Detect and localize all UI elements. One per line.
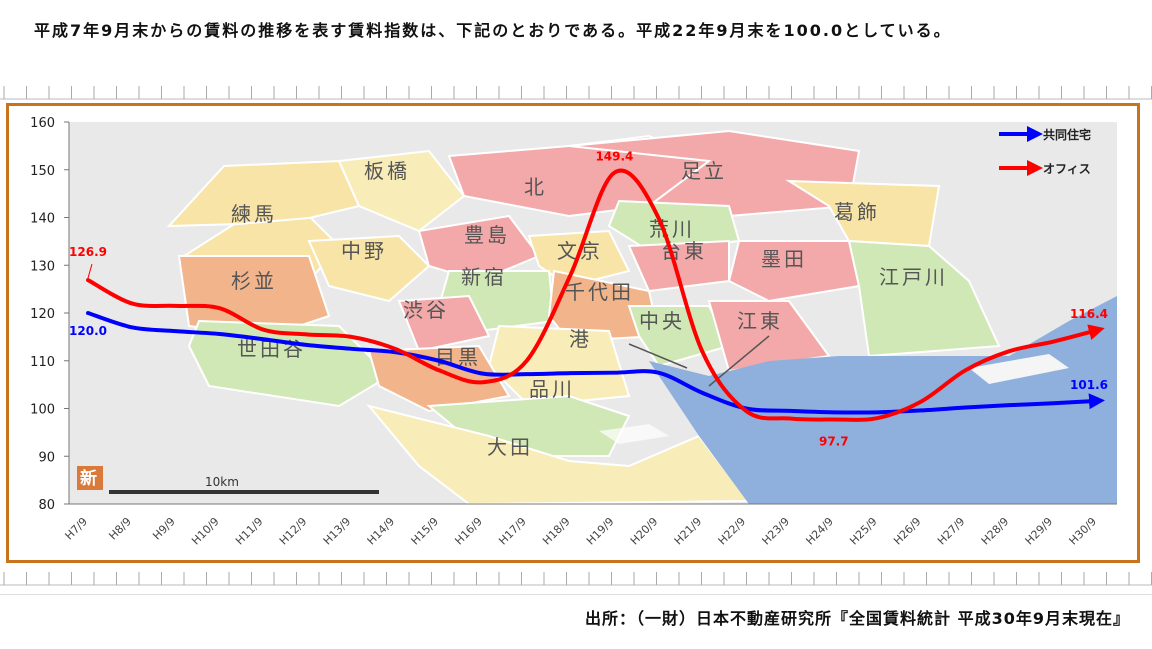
source-box (0, 594, 1152, 649)
x-tick-label: H24/9 (803, 515, 836, 548)
scale-bar (109, 490, 379, 494)
data-label: 101.6 (1070, 378, 1108, 392)
label-leader (87, 263, 93, 279)
y-tick-label: 160 (30, 116, 55, 131)
ward-label: 杉並 (231, 269, 277, 293)
ward-label: 足立 (681, 159, 727, 183)
ward-label: 北 (524, 175, 547, 199)
tokyo-bay (649, 296, 1117, 504)
x-tick-label: H9/9 (150, 515, 178, 543)
y-tick-label: 80 (38, 498, 55, 513)
data-label: 126.9 (69, 245, 107, 259)
x-tick-label: H27/9 (935, 515, 968, 548)
ward-label: 江戸川 (879, 265, 948, 289)
ward-label: 板橋 (364, 159, 410, 183)
ward-label: 渋谷 (403, 298, 449, 322)
ward-area (337, 149, 466, 233)
legend-label: オフィス (1043, 162, 1091, 176)
chart-frame: 板橋北足立 練馬 葛飾 荒川 豊島 中野 文京 台東 墨田 新宿 杉並 江戸川 千代田 渋谷港中央 江東 世田… (6, 103, 1140, 563)
ward-label: 港 (569, 327, 592, 351)
x-tick-label: H26/9 (891, 515, 924, 548)
x-axis: H7/9 H8/9 H9/9 H10/9 H11/9 H12/9 H13/9 H14/9 H15… (63, 503, 1117, 548)
x-tick-label: H28/9 (979, 515, 1012, 548)
series-line-1 (86, 168, 1105, 422)
x-tick-label: H22/9 (716, 515, 749, 548)
x-tick-label: H18/9 (540, 515, 573, 548)
y-tick-label: 140 (30, 212, 55, 227)
ward-label: 千代田 (565, 280, 634, 304)
x-tick-label: H15/9 (409, 515, 442, 548)
source-citation: 出所：（一財）日本不動産研究所『全国賃料統計 平成30年9月末現在』 (585, 609, 1130, 628)
ward-label: 豊島 (464, 223, 510, 247)
x-tick-label: H25/9 (847, 515, 880, 548)
ward-label: 練馬 (231, 202, 277, 226)
x-tick-label: H17/9 (496, 515, 529, 548)
ward-area (727, 240, 861, 303)
x-tick-label: H20/9 (628, 515, 661, 548)
x-tick-label: H10/9 (189, 515, 222, 548)
intro-sentence: 平成7年9月末からの賃料の推移を表す賃料指数は、下記のとおりである。平成22年9… (34, 21, 952, 40)
decorative-tick-row-bottom (0, 572, 1152, 586)
ward-label: 葛飾 (834, 200, 880, 224)
x-tick-label: H19/9 (584, 515, 617, 548)
x-tick-label: H11/9 (233, 515, 266, 548)
ward-label: 中野 (341, 239, 387, 263)
reclaimed-island (969, 354, 1069, 384)
data-labels: 120.0 101.6 126.9 149.4 97.7 116.4 (69, 150, 1108, 449)
x-tick-label: H23/9 (760, 515, 793, 548)
ward-area (547, 269, 661, 343)
series-lines (86, 168, 1105, 422)
map-badge (77, 466, 103, 490)
decorative-tick-row-top (0, 86, 1152, 100)
map-badge-label: 新 (80, 468, 97, 489)
data-label: 149.4 (595, 150, 633, 164)
reclaimed-island (599, 424, 669, 444)
data-label: 116.4 (1070, 307, 1108, 321)
x-tick-label: H16/9 (452, 515, 485, 548)
ward-area (187, 319, 391, 408)
x-tick-label: H12/9 (277, 515, 310, 548)
ward-label: 墨田 (761, 247, 807, 271)
x-tick-label: H30/9 (1067, 515, 1100, 548)
pointer-line (628, 343, 688, 369)
ward-area (307, 234, 431, 303)
ward-area (417, 214, 541, 283)
y-tick-label: 110 (30, 355, 55, 370)
ward-area (568, 129, 861, 218)
x-tick-label: H14/9 (365, 515, 398, 548)
y-tick-label: 90 (38, 450, 55, 465)
ward-label: 新宿 (461, 265, 507, 289)
y-axis: 80 90 100 110 120 130 140 150 160 (30, 116, 70, 513)
ward-label: 品川 (529, 377, 575, 401)
pointer-line (708, 335, 770, 387)
data-label: 97.7 (819, 434, 849, 448)
series-line-0 (86, 311, 1105, 415)
ward-label: 荒川 (649, 217, 695, 241)
legend-label: 共同住宅 (1043, 127, 1091, 142)
ward-label: 大田 (487, 435, 533, 459)
x-tick-label: H21/9 (672, 515, 705, 548)
y-tick-label: 120 (30, 307, 55, 322)
x-tick-label: H29/9 (1023, 515, 1056, 548)
ward-area (397, 294, 491, 353)
y-tick-label: 150 (30, 164, 55, 179)
x-tick-label: H7/9 (63, 515, 91, 543)
intro-text: 平成7年9月末からの賃料の推移を表す賃料指数は、下記のとおりである。平成22年9… (8, 20, 1148, 41)
ward-label: 中央 (639, 309, 685, 333)
data-label: 120.0 (69, 324, 107, 338)
x-tick-label: H13/9 (321, 515, 354, 548)
x-tick-label: H8/9 (106, 515, 134, 543)
y-tick-label: 100 (30, 403, 55, 418)
y-tick-label: 130 (30, 259, 55, 274)
scale-bar-label: 10km (205, 475, 239, 489)
ward-area (847, 239, 1001, 358)
ward-label: 江東 (737, 309, 783, 333)
